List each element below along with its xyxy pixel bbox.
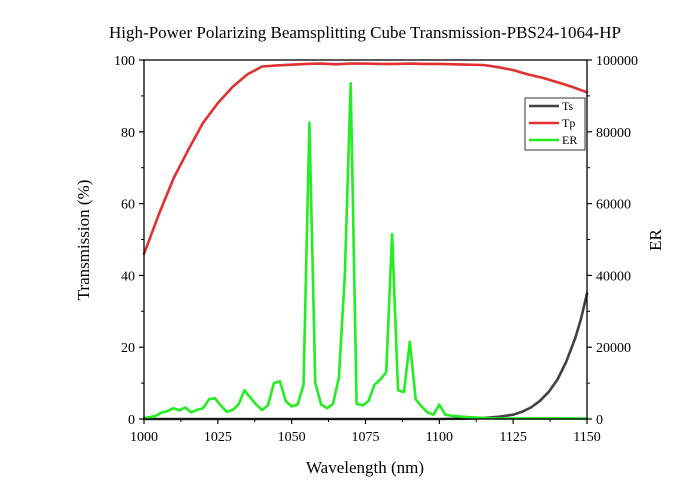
y-tick-label: 100 — [114, 54, 135, 69]
x-tick-label: 1125 — [499, 430, 526, 445]
legend: Ts Tp ER — [524, 97, 586, 151]
legend-label-er: ER — [562, 133, 577, 147]
y2-tick-label: 20000 — [596, 341, 631, 356]
y2-tick-label: 40000 — [596, 269, 631, 284]
y2-axis-label: ER — [646, 228, 665, 250]
x-axis-ticks: 1000 1025 1050 1075 1100 1125 1150 — [130, 419, 601, 445]
series-line-tp — [142, 62, 589, 256]
x-tick-label: 1100 — [426, 430, 453, 445]
y-tick-label: 0 — [128, 413, 135, 428]
y2-tick-label: 60000 — [596, 198, 631, 213]
y-tick-label: 20 — [121, 341, 135, 356]
y-axis-label: Transmission (%) — [74, 180, 93, 301]
y-tick-label: 40 — [121, 269, 135, 284]
legend-label-tp: Tp — [562, 116, 575, 130]
y-tick-label: 80 — [121, 126, 135, 141]
x-axis-label: Wavelength (nm) — [306, 458, 424, 477]
series-line-er — [142, 82, 589, 420]
x-tick-label: 1075 — [352, 430, 380, 445]
y2-axis-ticks: 0 20000 40000 60000 80000 100000 — [587, 54, 638, 428]
x-tick-label: 1150 — [573, 430, 600, 445]
x-tick-label: 1050 — [278, 430, 306, 445]
y-tick-label: 60 — [121, 198, 135, 213]
plot-lines — [142, 62, 589, 421]
x-tick-label: 1000 — [130, 430, 158, 445]
legend-label-ts: Ts — [562, 99, 573, 113]
y2-tick-label: 80000 — [596, 126, 631, 141]
y2-tick-label: 0 — [596, 413, 603, 428]
y2-tick-label: 100000 — [596, 54, 638, 69]
x-tick-label: 1025 — [204, 430, 232, 445]
y-axis-ticks: 0 20 40 60 80 100 — [114, 54, 144, 428]
chart-title: High-Power Polarizing Beamsplitting Cube… — [109, 23, 621, 42]
